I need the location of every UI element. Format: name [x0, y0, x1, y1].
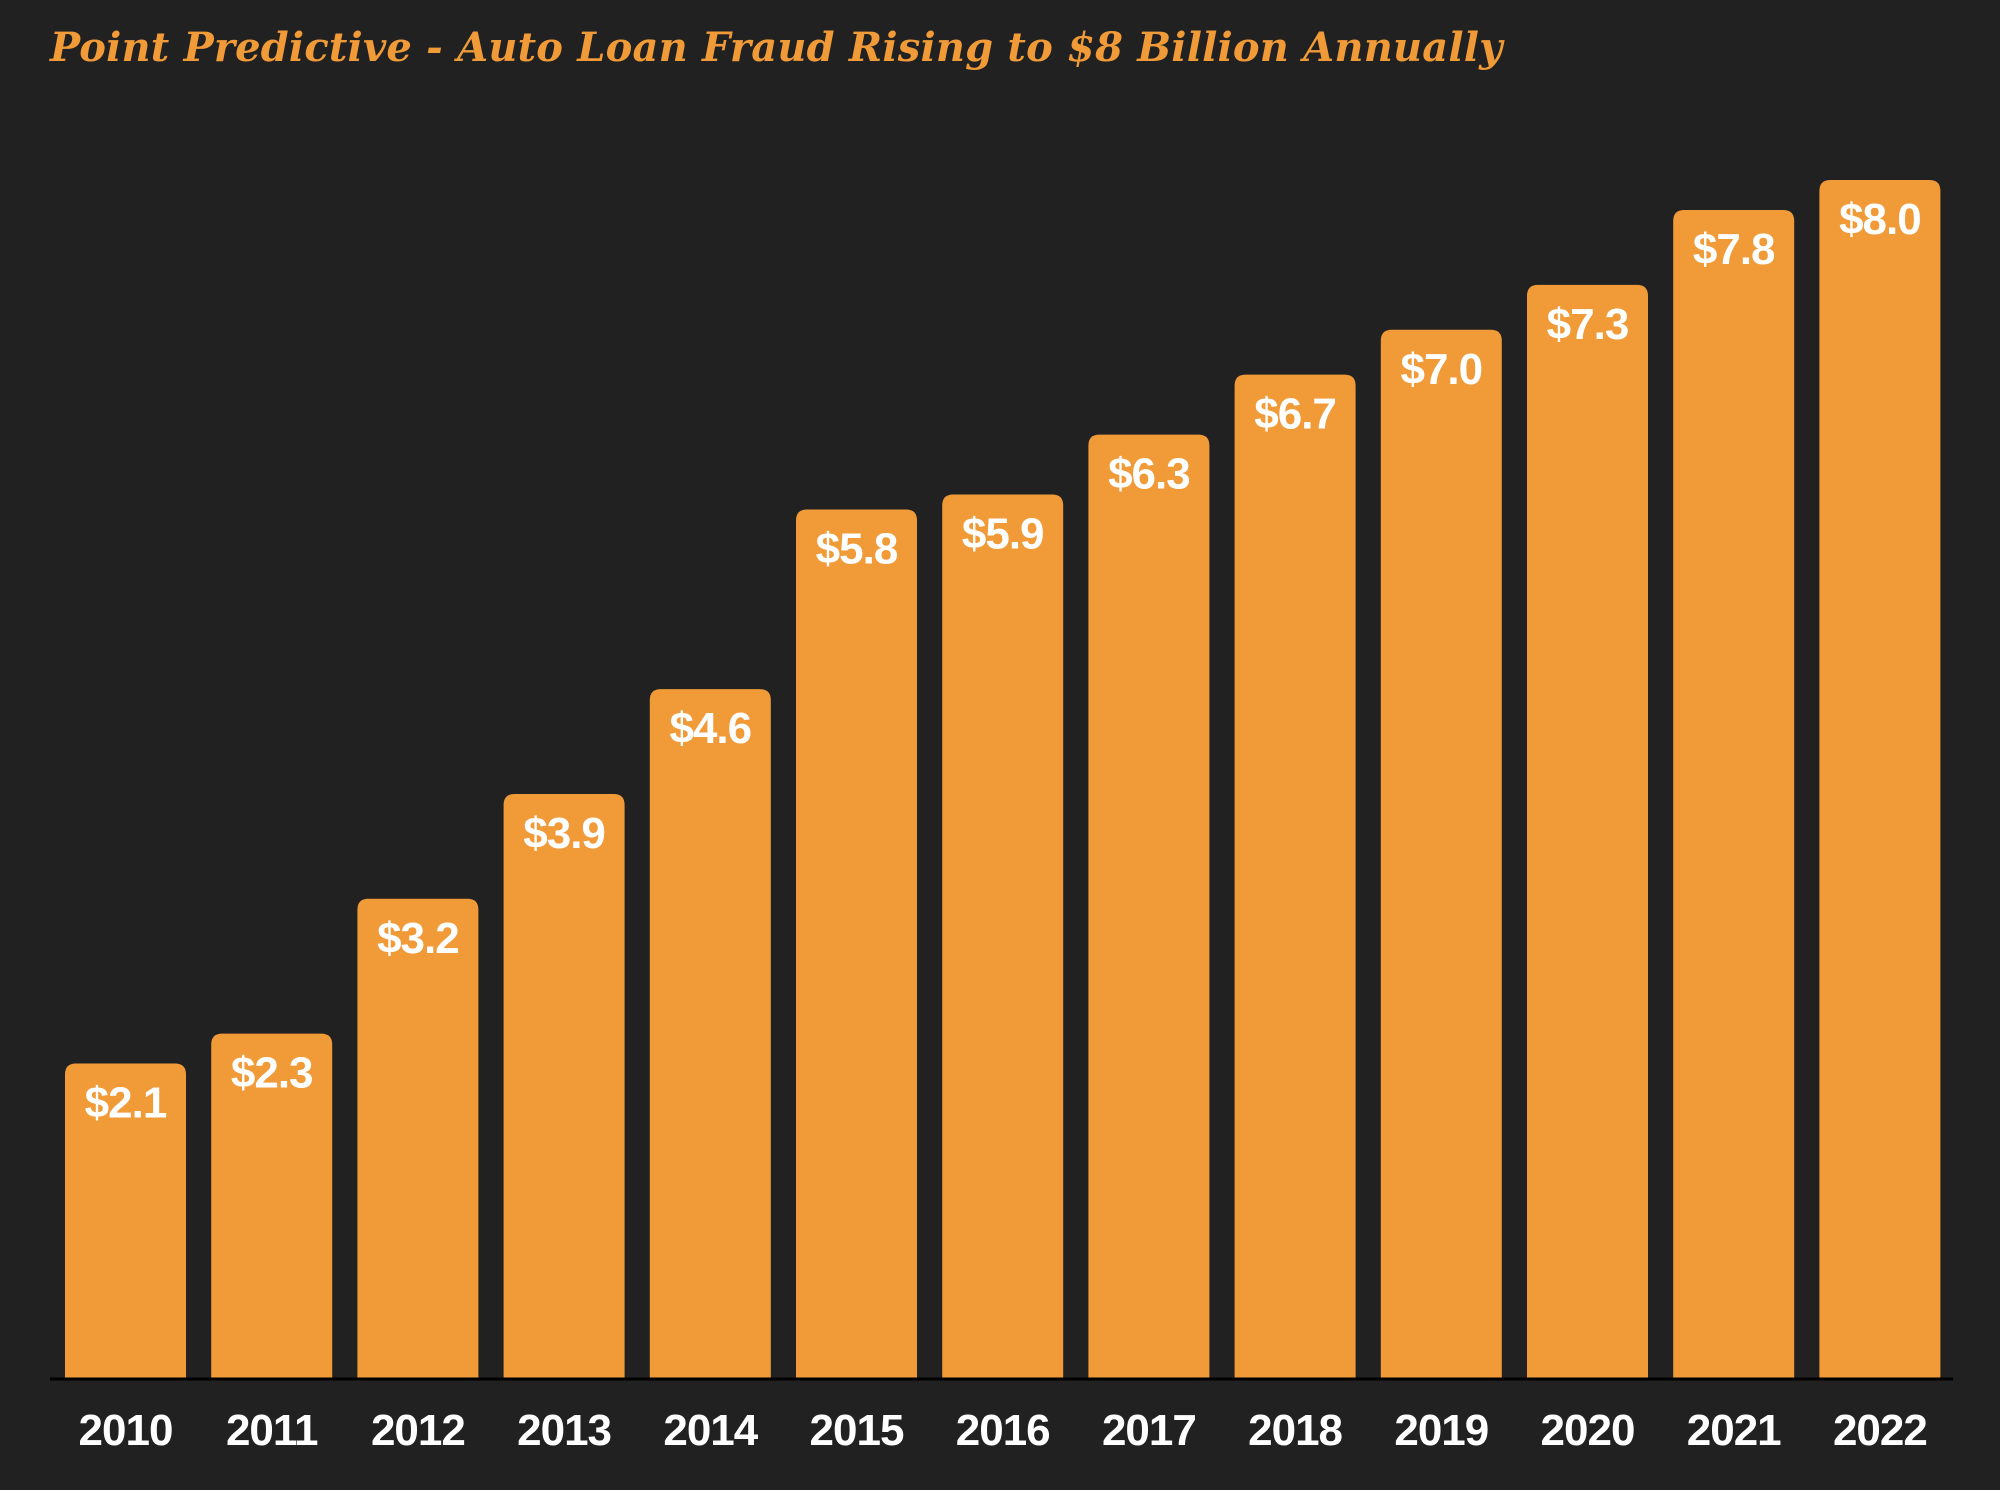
- bar-value-label-2015: $5.8: [816, 524, 898, 573]
- bar-value-label-2020: $7.3: [1547, 300, 1629, 349]
- x-tick-label-2017: 2017: [1102, 1406, 1196, 1455]
- x-tick-label-2016: 2016: [956, 1406, 1050, 1455]
- x-tick-label-2021: 2021: [1687, 1406, 1781, 1455]
- x-tick-label-2020: 2020: [1541, 1406, 1635, 1455]
- bar-value-label-2022: $8.0: [1839, 195, 1921, 244]
- bar-2011: [211, 1033, 333, 1378]
- bar-labels-group: $2.1 $2.3 $3.2 $3.9 $4.6 $5.8 $5.9 $6.3 $6.7 $7.0…: [85, 195, 1922, 1128]
- bar-value-label-2018: $6.7: [1254, 390, 1336, 439]
- x-tick-label-2022: 2022: [1833, 1406, 1927, 1455]
- bar-2021: [1673, 209, 1795, 1379]
- x-tick-label-2018: 2018: [1248, 1406, 1342, 1455]
- bar-value-label-2019: $7.0: [1400, 345, 1482, 394]
- x-tick-label-2019: 2019: [1394, 1406, 1488, 1455]
- bars-group: [65, 180, 1941, 1379]
- bar-value-label-2010: $2.1: [85, 1079, 167, 1128]
- bar-2010: [65, 1063, 186, 1378]
- bar-value-label-2014: $4.6: [669, 704, 751, 753]
- x-tick-label-2010: 2010: [79, 1406, 173, 1455]
- bar-2022: [1819, 180, 1941, 1378]
- bar-2019: [1380, 329, 1502, 1378]
- bar-2018: [1234, 374, 1356, 1378]
- bar-2014: [649, 689, 771, 1378]
- bar-2013: [503, 793, 625, 1378]
- x-tick-label-2014: 2014: [663, 1406, 758, 1455]
- bar-value-label-2011: $2.3: [231, 1049, 313, 1098]
- x-tick-label-2011: 2011: [226, 1406, 318, 1455]
- bar-2017: [1088, 434, 1210, 1378]
- bar-2016: [942, 494, 1064, 1379]
- x-tick-label-2013: 2013: [517, 1406, 611, 1455]
- x-tick-label-2012: 2012: [371, 1406, 465, 1455]
- bar-value-label-2021: $7.8: [1693, 225, 1775, 274]
- chart-title: Point Predictive - Auto Loan Fraud Risin…: [50, 24, 1503, 71]
- x-tick-label-2015: 2015: [810, 1406, 904, 1455]
- bar-value-label-2013: $3.9: [523, 809, 605, 858]
- x-tick-labels-group: 2010 2011 2012 2013 2014 2015 2016 2017 2018 2019…: [79, 1406, 1928, 1455]
- bar-value-label-2012: $3.2: [377, 914, 459, 963]
- bar-2020: [1527, 284, 1648, 1379]
- bar-2012: [357, 898, 479, 1378]
- bar-2015: [796, 509, 917, 1378]
- bar-value-label-2017: $6.3: [1108, 450, 1190, 499]
- bar-value-label-2016: $5.9: [962, 509, 1044, 558]
